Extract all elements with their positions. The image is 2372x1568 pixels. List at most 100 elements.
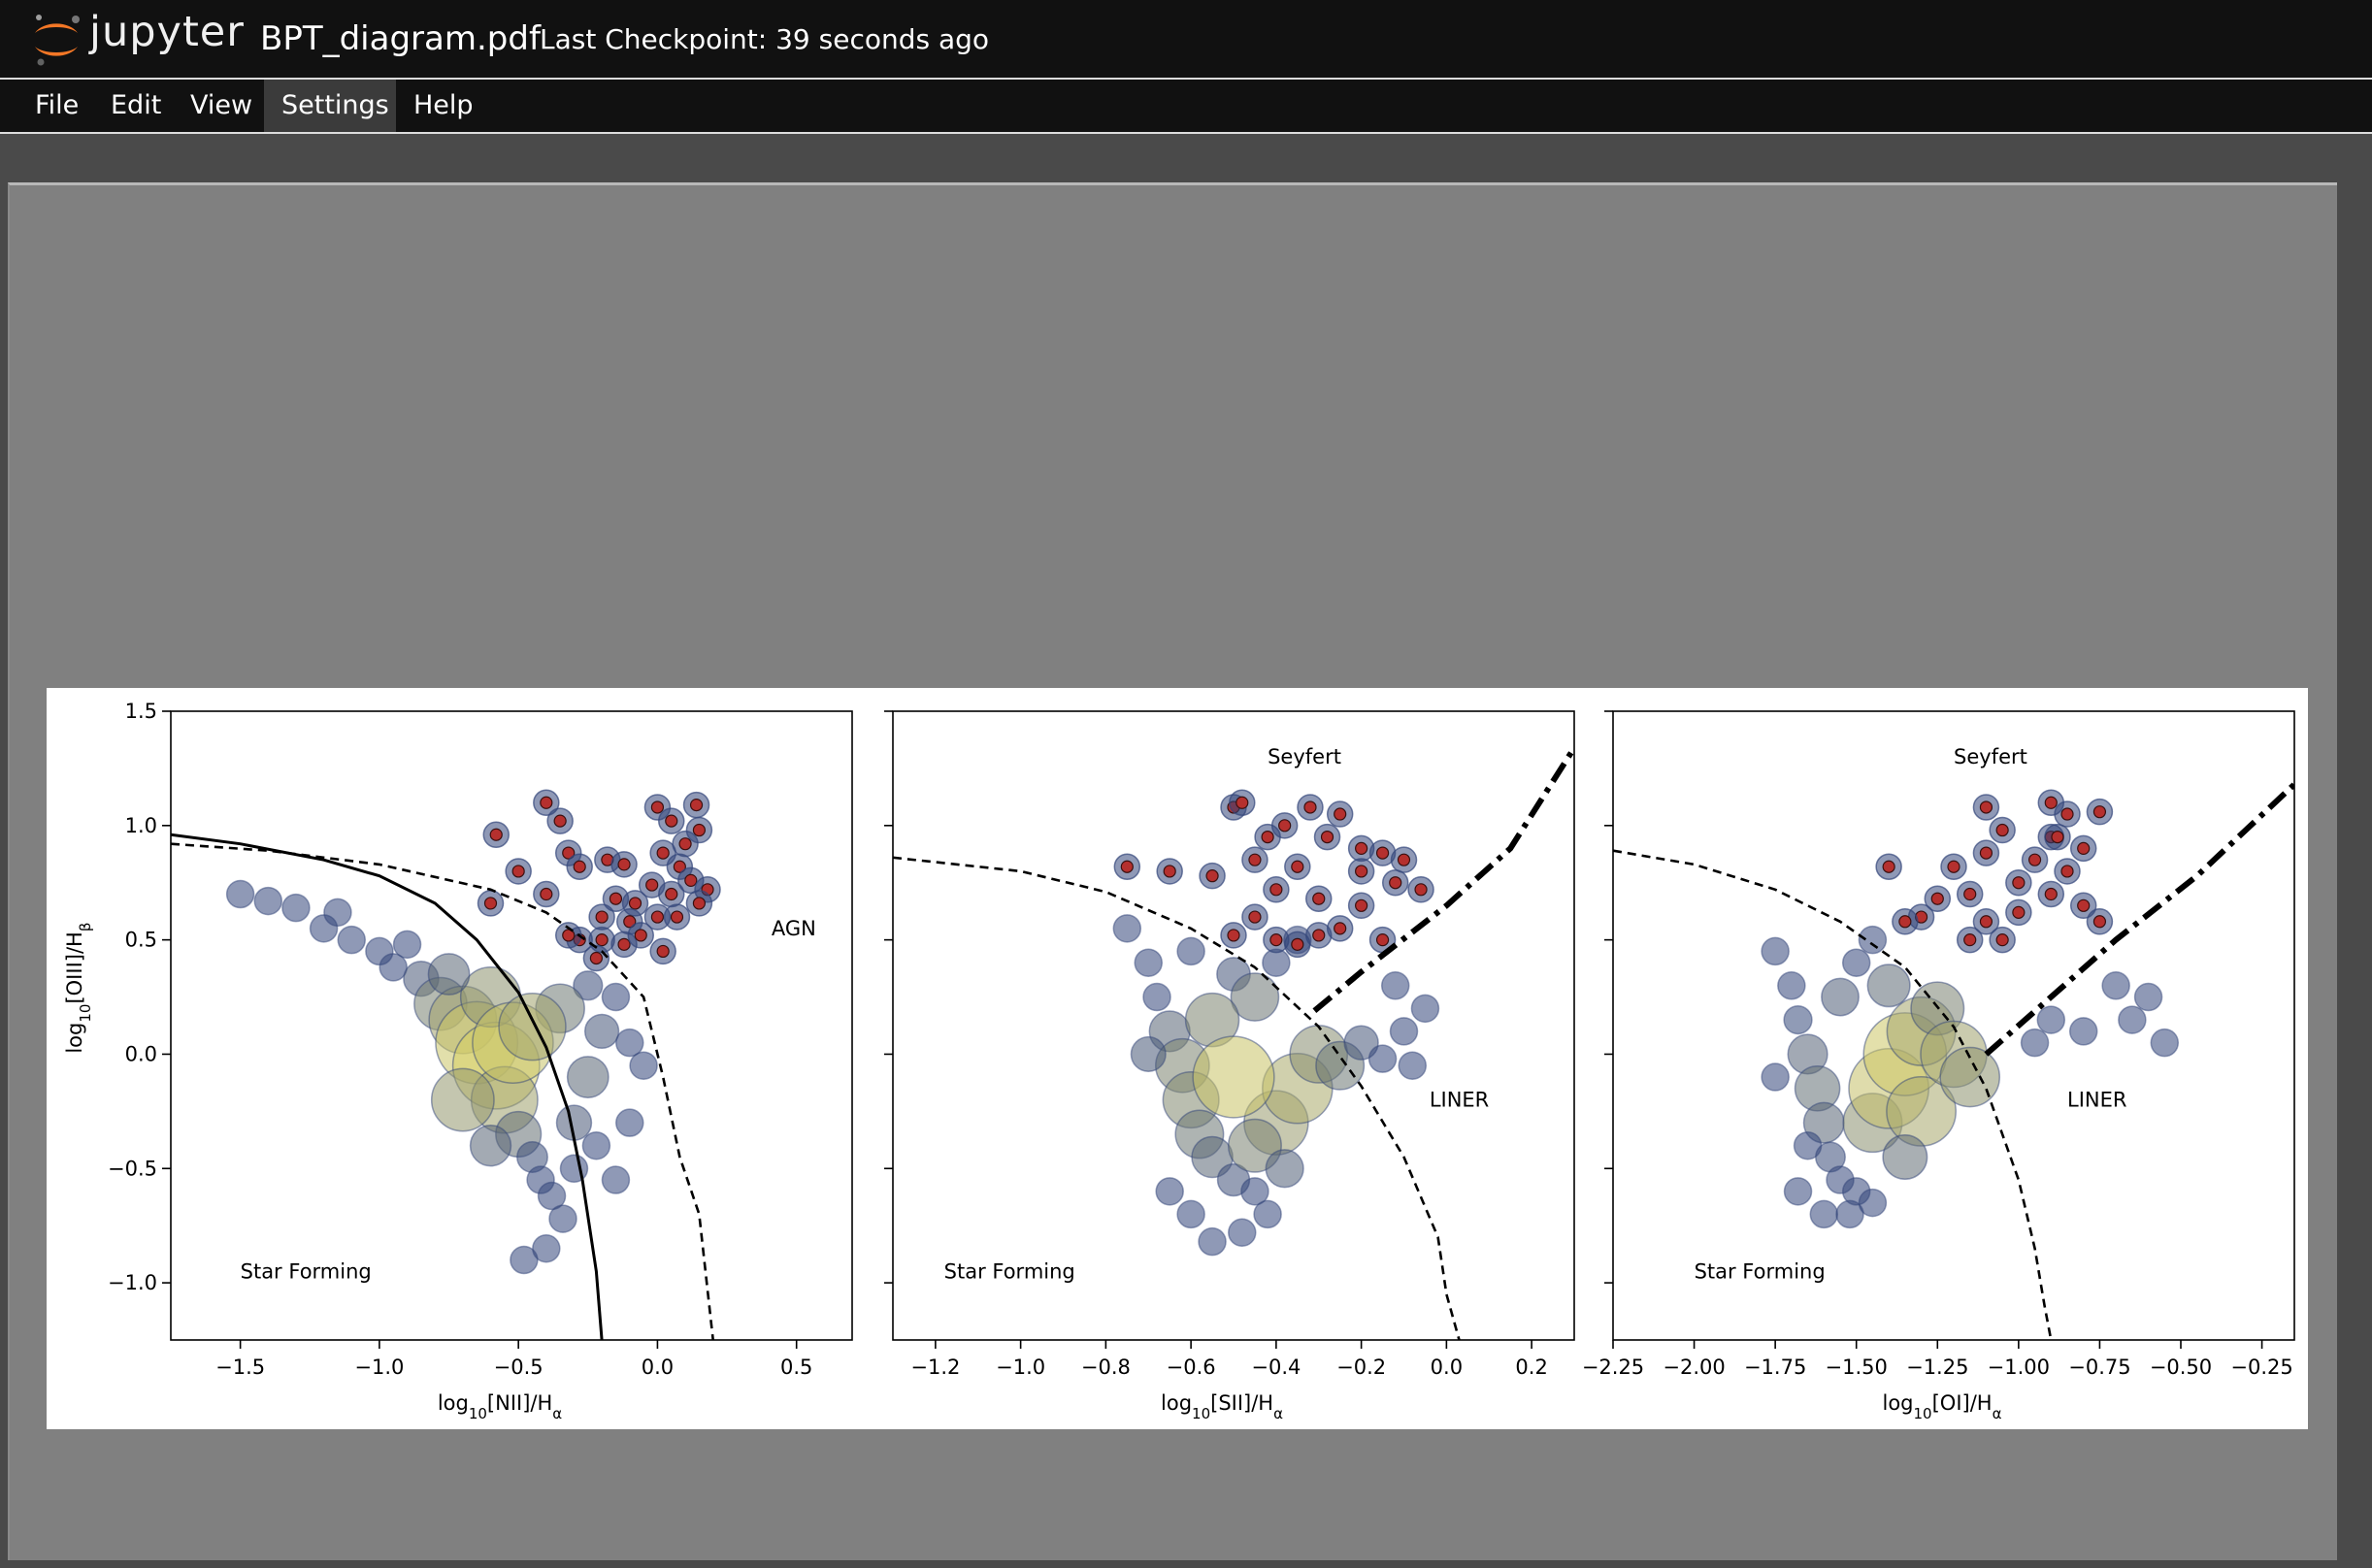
galaxy-point [1198,1226,1227,1257]
agn-point [1261,831,1274,844]
galaxy-point [379,953,408,982]
galaxy-point [253,886,283,916]
galaxy-point [469,1125,512,1167]
menu-view[interactable]: View [190,90,253,120]
agn-point [1930,892,1944,905]
region-label: LINER [1430,1089,1489,1112]
galaxy-point [1253,1199,1282,1229]
galaxy-point [430,1067,495,1132]
y-tick-label: 0.5 [125,929,157,952]
x-tick-label: −0.50 [2150,1356,2212,1379]
agn-point [1312,892,1326,905]
agn-point [2077,841,2091,855]
agn-point [1995,823,2009,837]
agn-point [2012,905,2026,919]
x-tick-label: −0.5 [494,1356,544,1379]
agn-point [1375,933,1390,947]
galaxy-point [1343,1025,1379,1061]
agn-point [2060,865,2074,878]
galaxy-point [1240,1177,1269,1206]
x-tick-label: −1.75 [1744,1356,1806,1379]
region-label: Star Forming [1695,1259,1826,1283]
region-label: LINER [2067,1089,2126,1112]
x-tick-label: −1.0 [354,1356,404,1379]
galaxy-point [510,1245,539,1275]
galaxy-point [1761,1062,1790,1092]
agn-point [483,897,498,910]
agn-point [1375,846,1390,860]
x-tick-label: −1.0 [996,1356,1045,1379]
agn-point [1269,883,1283,897]
agn-point [1389,876,1402,890]
galaxy-point [615,1028,644,1058]
galaxy-point [1939,1046,2001,1108]
agn-point [1120,860,1134,873]
agn-point [511,865,525,878]
agn-point [692,897,707,910]
agn-point [617,937,631,951]
galaxy-point [1176,1199,1205,1229]
viewer-scrollbar[interactable] [2337,182,2372,1568]
agn-point [1947,860,1960,873]
x-tick-label: −2.25 [1582,1356,1644,1379]
x-tick-label: −2.00 [1663,1356,1725,1379]
demarcation-line-dashed [1613,849,2053,1340]
galaxy-point [2036,1005,2066,1034]
galaxy-point [1142,982,1171,1012]
menu-help[interactable]: Help [413,90,474,120]
agn-point [1355,841,1368,855]
galaxy-point [1389,1017,1419,1046]
x-tick-label: −0.8 [1081,1356,1131,1379]
galaxy-point [498,992,567,1062]
agn-point [1278,819,1292,833]
agn-point [2092,915,2107,929]
galaxy-point [1866,964,1911,1008]
agn-point [2044,887,2058,901]
agn-point [678,837,692,851]
agn-point [1248,910,1262,924]
bpt-figure: −1.5 −1.0 −0.5 0.0 0.5 −1.0 −0.5 0.0 0.5 1.0 1.5 lo… [63,700,2295,1422]
galaxy-point [1380,971,1410,1000]
x-tick-label: −1.50 [1826,1356,1888,1379]
agn-point [1291,937,1304,951]
agn-point [1312,929,1326,942]
region-label: Seyfert [1268,745,1341,768]
agn-point [553,814,567,828]
x-axis-title: log10[OI]/Hα [1883,1391,2002,1422]
galaxy-point [1398,1051,1428,1080]
document-title[interactable]: BPT_diagram.pdf [260,19,541,58]
galaxy-point [1155,1177,1184,1206]
agn-point [1995,933,2009,947]
brand-name[interactable]: jupyter [89,8,245,56]
agn-point [650,910,665,924]
agn-point [1334,922,1347,935]
agn-point [2077,898,2091,912]
galaxy-point [2068,1017,2098,1046]
galaxy-point [559,1154,589,1184]
x-tick-label: 0.0 [642,1356,674,1379]
menu-edit[interactable]: Edit [111,90,162,120]
demarcation-line-dashdot [1312,746,1574,1014]
agn-point [645,878,659,892]
agn-point [1303,800,1317,814]
agn-point [1355,865,1368,878]
galaxy-point [337,925,366,955]
menu-settings[interactable]: Settings [264,80,396,132]
jupyter-logo-icon[interactable] [27,10,85,68]
agn-point [673,860,686,873]
agn-point [2044,796,2058,809]
menu-file[interactable]: File [35,90,80,120]
x-tick-label: −1.5 [215,1356,265,1379]
x-tick-label: −0.4 [1251,1356,1301,1379]
galaxy-point [1262,948,1291,977]
agn-point [540,796,553,809]
axes-frame [1612,710,2295,1341]
demarcation-line-dashed [893,856,1461,1340]
x-tick-label: 0.5 [780,1356,812,1379]
axes-frame [170,710,853,1341]
agn-point [656,846,670,860]
agn-point [2092,805,2107,819]
galaxy-point [1265,1149,1304,1189]
pdf-viewer[interactable]: −1.5 −1.0 −0.5 0.0 0.5 −1.0 −0.5 0.0 0.5 1.0 1.5 lo… [8,182,2337,1560]
x-tick-label: −0.2 [1336,1356,1386,1379]
